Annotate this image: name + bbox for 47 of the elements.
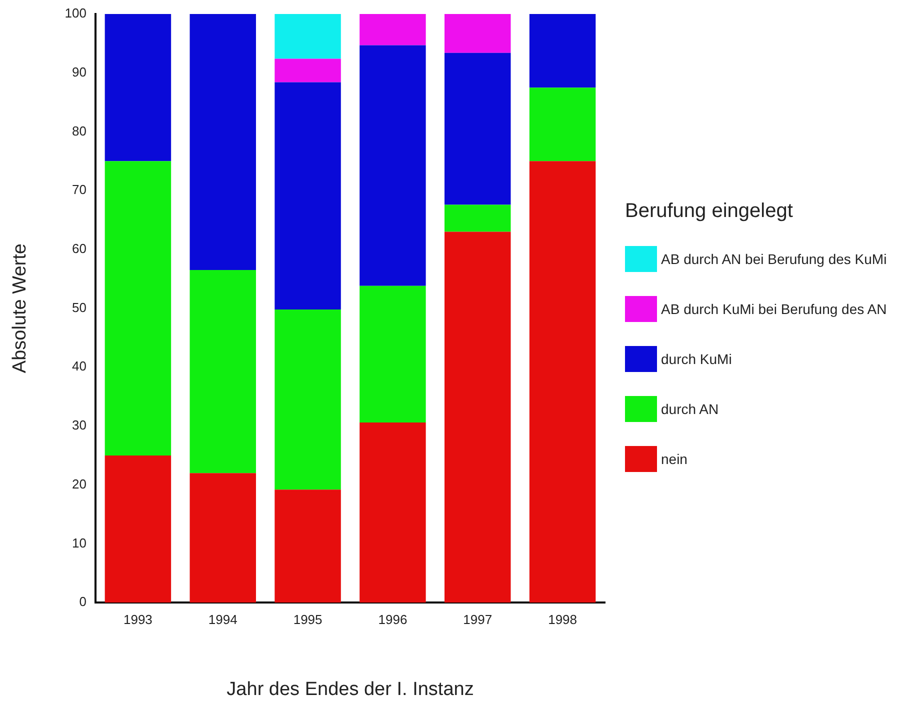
legend-label: durch AN [661,400,720,419]
legend-label: AB durch KuMi bei Berufung des AN [661,300,888,319]
y-tick-label: 80 [72,123,86,138]
bar [444,52,511,205]
y-tick-label: 60 [72,241,86,256]
y-tick-label: 90 [72,64,86,80]
bar [529,161,596,603]
legend-title: Berufung eingelegt [625,200,794,223]
y-axis-title: Absolute Werte [10,244,31,374]
y-tick-label: 0 [79,594,86,610]
bar [104,455,172,603]
bar [190,473,256,603]
bar [190,14,256,270]
y-tick-label: 10 [72,535,86,550]
bar [274,82,341,310]
bar [360,45,426,286]
bar [274,58,341,82]
y-tick-label: 20 [72,476,86,492]
x-tick-label: 1997 [463,612,492,627]
bar [529,88,596,162]
bar [104,14,172,162]
legend-label: durch KuMi [661,350,733,369]
y-tick-label: 70 [72,182,86,198]
bar [444,204,511,232]
bar [274,309,341,490]
x-axis-title: Jahr des Endes der I. Instanz [226,678,474,700]
bar [529,14,596,88]
y-tick-label: 40 [72,358,86,374]
bar [190,270,256,474]
bar [274,490,341,603]
bar [444,14,511,53]
x-tick-label: 1998 [548,612,577,627]
bar [274,14,341,59]
y-tick-label: 100 [64,6,86,21]
x-tick-label: 1995 [293,612,322,627]
y-tick-label: 30 [72,418,86,433]
x-tick-label: 1994 [208,612,238,627]
y-tick-label: 50 [72,300,86,315]
bar [444,232,511,603]
legend-label: nein [661,450,688,469]
bar [104,161,172,456]
x-tick-label: 1993 [123,612,152,627]
x-tick-label: 1996 [378,612,408,627]
bar [360,422,426,603]
bar [360,14,426,46]
bar [360,286,426,422]
legend-label: AB durch AN bei Berufung des KuMi [661,250,888,269]
